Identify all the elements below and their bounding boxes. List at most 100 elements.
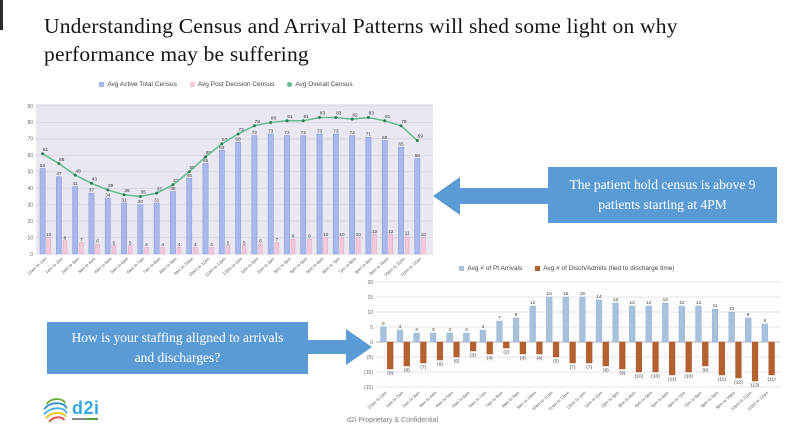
svg-text:55: 55 xyxy=(203,158,209,164)
svg-text:72: 72 xyxy=(301,130,307,136)
svg-text:8: 8 xyxy=(515,312,518,318)
svg-text:12: 12 xyxy=(388,229,394,235)
svg-text:12am to 1am: 12am to 1am xyxy=(26,256,48,276)
svg-text:12: 12 xyxy=(679,300,685,306)
svg-text:(8): (8) xyxy=(702,368,708,374)
svg-text:(11): (11) xyxy=(668,377,677,383)
svg-text:6: 6 xyxy=(763,318,766,324)
svg-text:6: 6 xyxy=(259,239,262,245)
svg-text:65: 65 xyxy=(398,142,404,148)
hold-census-callout-text: The patient hold census is above 9 patie… xyxy=(569,177,756,212)
svg-text:39: 39 xyxy=(108,183,114,189)
svg-text:0: 0 xyxy=(370,340,373,346)
left-arrow-icon xyxy=(433,177,549,215)
svg-text:10: 10 xyxy=(421,232,427,238)
svg-text:(9): (9) xyxy=(387,371,393,377)
svg-text:80: 80 xyxy=(271,116,277,122)
svg-text:72: 72 xyxy=(252,130,258,136)
svg-text:60: 60 xyxy=(27,153,33,159)
svg-text:(15): (15) xyxy=(364,385,373,391)
svg-text:37: 37 xyxy=(157,186,163,192)
svg-text:72: 72 xyxy=(284,130,290,136)
svg-text:20: 20 xyxy=(367,280,373,286)
svg-text:46: 46 xyxy=(187,173,193,179)
svg-text:10: 10 xyxy=(46,232,52,238)
legend-label: Avg # of Disch/Admits (tied to discharge… xyxy=(543,264,675,272)
svg-text:83: 83 xyxy=(320,111,326,117)
svg-text:9: 9 xyxy=(308,234,311,240)
svg-text:12am to 1am: 12am to 1am xyxy=(366,390,388,410)
svg-text:35: 35 xyxy=(141,190,147,196)
svg-text:7: 7 xyxy=(80,237,83,243)
blue-square-swatch-icon xyxy=(459,265,465,271)
svg-text:5: 5 xyxy=(382,321,385,327)
svg-text:(4): (4) xyxy=(537,356,543,362)
svg-text:31: 31 xyxy=(154,198,160,204)
svg-text:5: 5 xyxy=(227,240,230,246)
svg-text:(5): (5) xyxy=(454,359,460,365)
svg-text:73: 73 xyxy=(317,128,323,134)
svg-text:20: 20 xyxy=(27,219,33,225)
svg-text:12: 12 xyxy=(372,229,378,235)
svg-text:5: 5 xyxy=(243,240,246,246)
right-arrow-icon xyxy=(306,329,372,365)
screen-edge-mark xyxy=(0,0,3,30)
pink-square-swatch-icon xyxy=(189,81,195,87)
orange-square-swatch-icon xyxy=(535,265,541,271)
svg-text:(12): (12) xyxy=(734,380,743,386)
svg-text:48: 48 xyxy=(75,168,81,174)
svg-text:81: 81 xyxy=(385,114,391,120)
svg-text:3: 3 xyxy=(415,327,418,333)
svg-text:15: 15 xyxy=(547,291,553,297)
svg-text:(8): (8) xyxy=(603,368,609,374)
svg-text:52: 52 xyxy=(40,163,46,169)
svg-text:8: 8 xyxy=(64,235,67,241)
svg-text:63: 63 xyxy=(219,145,225,151)
svg-text:67: 67 xyxy=(222,137,228,143)
svg-text:10: 10 xyxy=(367,310,373,316)
d2i-globe-icon xyxy=(43,398,68,423)
svg-text:68: 68 xyxy=(235,137,241,143)
legend-item-post-decision-census: Avg Post Decision Census xyxy=(189,80,275,88)
svg-text:72: 72 xyxy=(349,130,355,136)
svg-text:11: 11 xyxy=(713,303,718,309)
svg-text:4: 4 xyxy=(210,242,213,248)
svg-text:5: 5 xyxy=(129,240,132,246)
svg-text:38: 38 xyxy=(170,186,176,192)
svg-text:55: 55 xyxy=(59,157,65,163)
svg-text:5: 5 xyxy=(370,325,373,331)
svg-text:40: 40 xyxy=(27,186,33,192)
svg-text:3: 3 xyxy=(465,327,468,333)
svg-text:47: 47 xyxy=(56,171,62,177)
svg-text:(7): (7) xyxy=(570,365,576,371)
page-title: Understanding Census and Arrival Pattern… xyxy=(44,14,678,67)
legend-item-overall-census: Avg Overall Census xyxy=(287,81,353,88)
hold-census-callout: The patient hold census is above 9 patie… xyxy=(548,167,777,223)
svg-text:(11): (11) xyxy=(718,377,727,383)
svg-text:10: 10 xyxy=(729,306,735,312)
svg-text:4: 4 xyxy=(482,324,485,330)
svg-text:0: 0 xyxy=(30,252,33,258)
svg-text:(7): (7) xyxy=(586,365,592,371)
svg-text:(4): (4) xyxy=(520,356,526,362)
svg-text:3: 3 xyxy=(432,327,435,333)
census-legend: Avg Active Total Census Avg Post Decisio… xyxy=(18,78,434,90)
d2i-logo-tagline-mark xyxy=(72,418,98,420)
svg-text:83: 83 xyxy=(336,111,342,117)
svg-text:50: 50 xyxy=(27,170,33,176)
svg-text:12: 12 xyxy=(696,300,702,306)
svg-text:(5): (5) xyxy=(367,355,373,361)
svg-text:(7): (7) xyxy=(420,365,426,371)
legend-label: Avg Post Decision Census xyxy=(197,80,275,88)
legend-item-pt-arrivals: Avg # of Pt Arrivals xyxy=(459,265,522,272)
svg-text:41: 41 xyxy=(73,181,79,187)
svg-text:15: 15 xyxy=(580,291,586,297)
svg-text:6: 6 xyxy=(96,239,99,245)
svg-text:82: 82 xyxy=(352,112,358,118)
svg-text:(11): (11) xyxy=(768,377,777,383)
legend-label: Avg # of Pt Arrivals xyxy=(467,264,523,272)
svg-text:73: 73 xyxy=(238,127,244,133)
footer-confidential-text: d2i Proprietary & Confidential xyxy=(346,417,439,424)
svg-text:10: 10 xyxy=(27,235,33,241)
